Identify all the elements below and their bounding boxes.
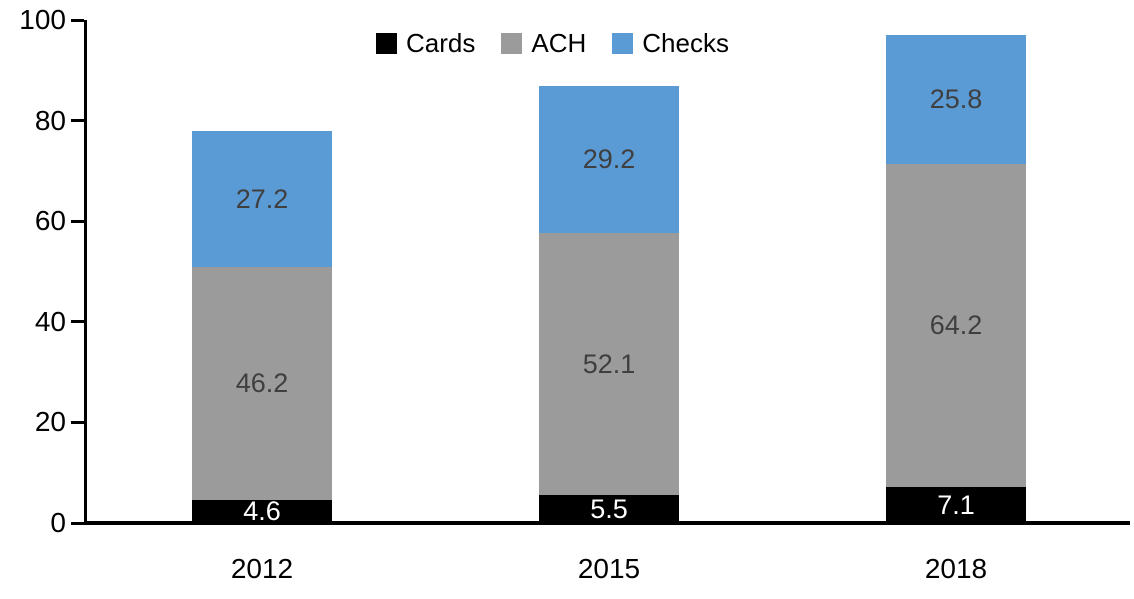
y-axis-tick-label: 20 [34,406,66,438]
legend-label: Checks [642,28,729,58]
bar-segment-label: 5.5 [590,493,628,524]
chart-legend: Cards ACH Checks [376,30,729,56]
legend-label: ACH [531,28,587,58]
bar-segment-checks: 29.2 [539,86,679,234]
y-axis-tick-label: 40 [34,305,66,337]
x-axis-label: 2018 [924,553,988,584]
bar-segment-checks: 25.8 [886,34,1026,165]
bar-segment-label: 27.2 [235,183,289,214]
x-axis-label: 2015 [577,553,641,584]
legend-item-cards: Cards [376,30,475,56]
y-axis-tick [71,18,84,22]
legend-swatch-cards [376,32,397,54]
legend-item-ach: ACH [501,30,586,56]
legend-label: Cards [406,28,476,58]
x-axis-label: 2012 [230,553,294,584]
y-axis-tick [71,119,84,123]
bar-segment-label: 4.6 [243,495,281,526]
legend-swatch-checks [612,32,634,54]
y-axis-tick [71,521,84,525]
x-axis-line [84,521,1130,525]
bar-segment-label: 52.1 [582,348,636,379]
y-axis-tick [71,320,84,324]
y-axis-tick [71,420,84,424]
bar-segment-cards: 5.5 [539,495,679,523]
bar-segment-label: 7.1 [937,489,975,520]
y-axis-line [84,20,87,523]
bar-segment-cards: 7.1 [886,487,1026,523]
bar-segment-label: 25.8 [929,83,983,114]
y-axis-tick-label: 60 [34,205,66,237]
bar-segment-label: 64.2 [929,310,983,341]
bar-segment-label: 46.2 [235,368,289,399]
legend-swatch-ach [501,32,523,54]
y-axis-tick-label: 80 [34,104,66,136]
bar-segment-ach: 64.2 [886,164,1026,488]
bar-segment-cards: 4.6 [192,495,332,526]
bar-segment-ach: 46.2 [192,267,332,500]
y-axis-tick-label: 100 [19,4,66,35]
bar-segment-label: 29.2 [582,144,636,175]
y-axis-tick-label: 0 [50,507,66,538]
legend-item-checks: Checks [612,30,729,56]
bar-segment-ach: 52.1 [539,233,679,496]
y-axis-tick [71,219,84,223]
bar-segment-checks: 27.2 [192,130,332,268]
